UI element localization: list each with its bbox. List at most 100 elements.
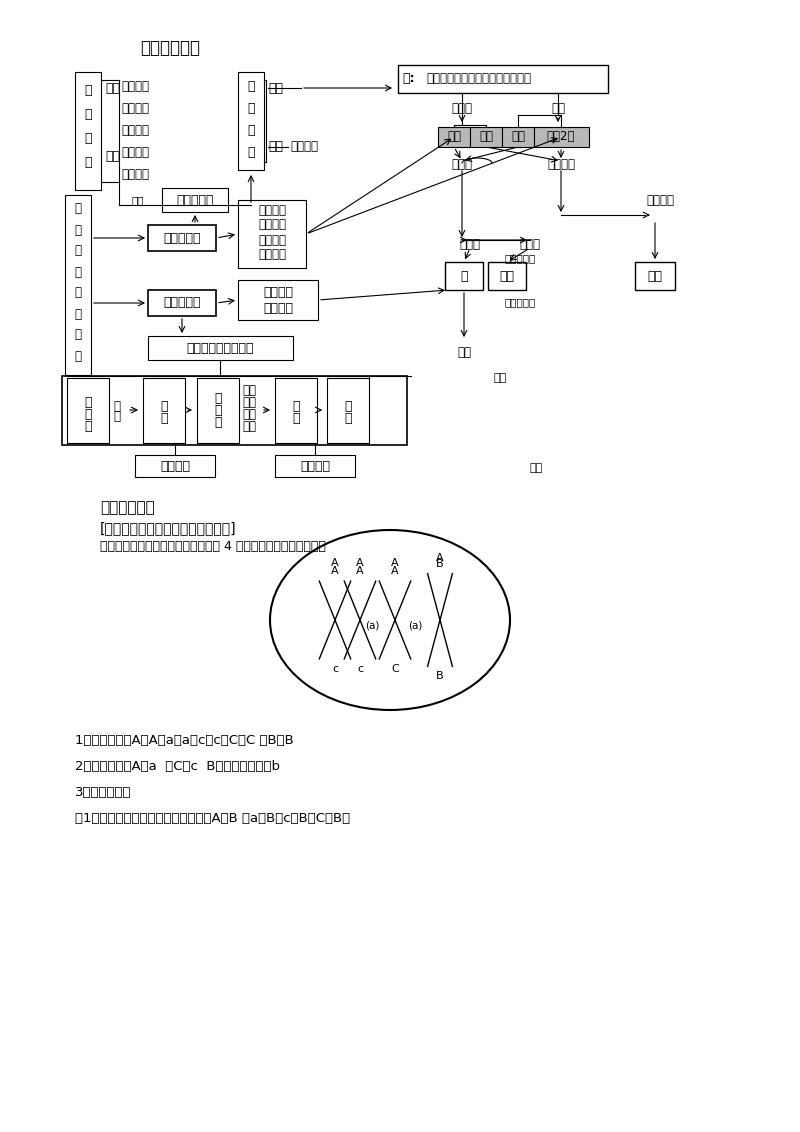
Text: 发: 发	[74, 328, 82, 342]
Text: 裂: 裂	[113, 411, 120, 423]
Text: 殖: 殖	[84, 155, 92, 169]
Text: 胚囊: 胚囊	[551, 102, 565, 114]
Text: 2．等位基因：A和a  、C和c  B缺少其等位基因b: 2．等位基因：A和a 、C和c B缺少其等位基因b	[75, 760, 280, 772]
Bar	[327, 378, 369, 443]
Text: 的: 的	[74, 245, 82, 257]
Text: 体: 体	[292, 412, 300, 424]
Text: c: c	[357, 664, 363, 674]
Text: 应用: 应用	[105, 151, 120, 163]
Text: 组织培养: 组织培养	[121, 168, 149, 180]
Text: 形成: 形成	[242, 420, 256, 432]
Text: 殖: 殖	[247, 146, 254, 158]
Text: [关于基因和染色体的相关概念图解]: [关于基因和染色体的相关概念图解]	[100, 521, 237, 535]
Bar	[135, 455, 215, 477]
Text: 胚柄: 胚柄	[499, 269, 514, 283]
Bar	[398, 65, 608, 93]
Text: 受精卵: 受精卵	[451, 158, 473, 172]
Text: 幼苗: 幼苗	[530, 463, 543, 473]
Text: 单子叶植物: 单子叶植物	[504, 252, 536, 263]
Text: 性: 性	[84, 108, 92, 120]
Text: 成: 成	[344, 400, 352, 412]
Text: 胚后发育: 胚后发育	[300, 460, 330, 472]
Bar	[502, 127, 534, 147]
Text: 出芽生殖: 出芽生殖	[121, 123, 149, 137]
Text: (a): (a)	[408, 620, 422, 631]
Text: 殖: 殖	[74, 286, 82, 300]
Text: 应用: 应用	[268, 140, 283, 154]
Text: 胚乳细胞: 胚乳细胞	[646, 194, 674, 206]
Text: 精: 精	[84, 408, 92, 420]
Text: 胚: 胚	[460, 269, 468, 283]
Text: 幼苗: 幼苗	[494, 374, 506, 383]
Bar	[62, 376, 407, 445]
Text: 生物的生殖: 生物的生殖	[163, 232, 201, 245]
Text: 卵: 卵	[84, 420, 92, 432]
Text: 生殖的种类: 生殖的种类	[176, 194, 214, 206]
Text: 减数分裂: 减数分裂	[258, 204, 286, 216]
Text: (a): (a)	[365, 620, 379, 631]
Text: A: A	[356, 566, 364, 576]
Text: 物: 物	[74, 223, 82, 237]
Text: 极核2个: 极核2个	[546, 130, 575, 144]
Bar	[75, 72, 101, 190]
Text: 分化: 分化	[242, 395, 256, 409]
Text: 幼: 幼	[292, 400, 300, 412]
Text: 原: 原	[214, 392, 222, 404]
Bar	[67, 378, 109, 443]
Bar	[148, 225, 216, 251]
Bar	[238, 72, 264, 170]
Text: 生: 生	[74, 266, 82, 278]
Text: 胚的发育: 胚的发育	[160, 460, 190, 472]
Text: 胚乳: 胚乳	[647, 269, 662, 283]
Bar	[470, 127, 502, 147]
Text: （1）非同源染色体上的非等位基因：A和B 、a和B、c和B、C和B、: （1）非同源染色体上的非等位基因：A和B 、a和B、c和B、C和B、	[75, 812, 350, 824]
Text: 精子: 精子	[479, 130, 493, 144]
Bar	[238, 200, 306, 268]
Bar	[238, 280, 318, 320]
Text: A: A	[391, 558, 399, 568]
Bar	[635, 261, 675, 290]
Text: 性: 性	[247, 102, 254, 114]
Bar	[197, 378, 239, 443]
Bar	[445, 261, 483, 290]
Text: 方式: 方式	[268, 82, 283, 94]
Text: 胞的形成: 胞的形成	[258, 249, 286, 261]
Text: 被子植物: 被子植物	[263, 285, 293, 299]
Bar	[65, 195, 91, 375]
Bar	[488, 261, 526, 290]
Text: 花粉粒: 花粉粒	[451, 102, 473, 114]
Text: 例:: 例:	[402, 72, 414, 86]
Text: 胚: 胚	[214, 415, 222, 429]
Text: 分裂生殖: 分裂生殖	[121, 79, 149, 93]
Text: 胚: 胚	[160, 412, 168, 424]
Text: C: C	[391, 664, 399, 674]
Text: 二、复习重点: 二、复习重点	[100, 500, 154, 515]
Bar	[162, 188, 228, 212]
Text: 精子: 精子	[447, 130, 461, 144]
Text: 营养生殖: 营养生殖	[121, 146, 149, 158]
Text: 一、网络结构: 一、网络结构	[140, 38, 200, 57]
Bar	[275, 378, 317, 443]
Text: 囊: 囊	[160, 400, 168, 412]
Bar	[148, 290, 216, 316]
Text: 组织: 组织	[242, 384, 256, 396]
Text: 高等动物的个体发育: 高等动物的个体发育	[186, 342, 254, 354]
Text: 孢子生殖: 孢子生殖	[121, 102, 149, 114]
Text: 杂交育种: 杂交育种	[290, 140, 318, 154]
Text: 肠: 肠	[214, 403, 222, 417]
Text: 3．非等位基因: 3．非等位基因	[75, 786, 131, 798]
Text: A: A	[391, 566, 399, 576]
Text: 卵: 卵	[113, 400, 120, 412]
Text: 被子植物有性生殖（在花中进行）: 被子植物有性生殖（在花中进行）	[426, 72, 531, 86]
Bar	[534, 127, 589, 147]
Bar	[148, 336, 293, 360]
Bar	[275, 455, 355, 477]
Text: 生: 生	[84, 131, 92, 145]
Text: 生物的发育: 生物的发育	[163, 297, 201, 309]
Bar	[438, 127, 470, 147]
Text: A: A	[436, 554, 444, 563]
Text: 和有性生: 和有性生	[258, 218, 286, 232]
Text: c: c	[332, 664, 338, 674]
Text: 下图所示为人体四分体时期细胞内的 4 条染色体，相关概念如下：: 下图所示为人体四分体时期细胞内的 4 条染色体，相关概念如下：	[100, 540, 326, 552]
Text: 生: 生	[247, 123, 254, 137]
